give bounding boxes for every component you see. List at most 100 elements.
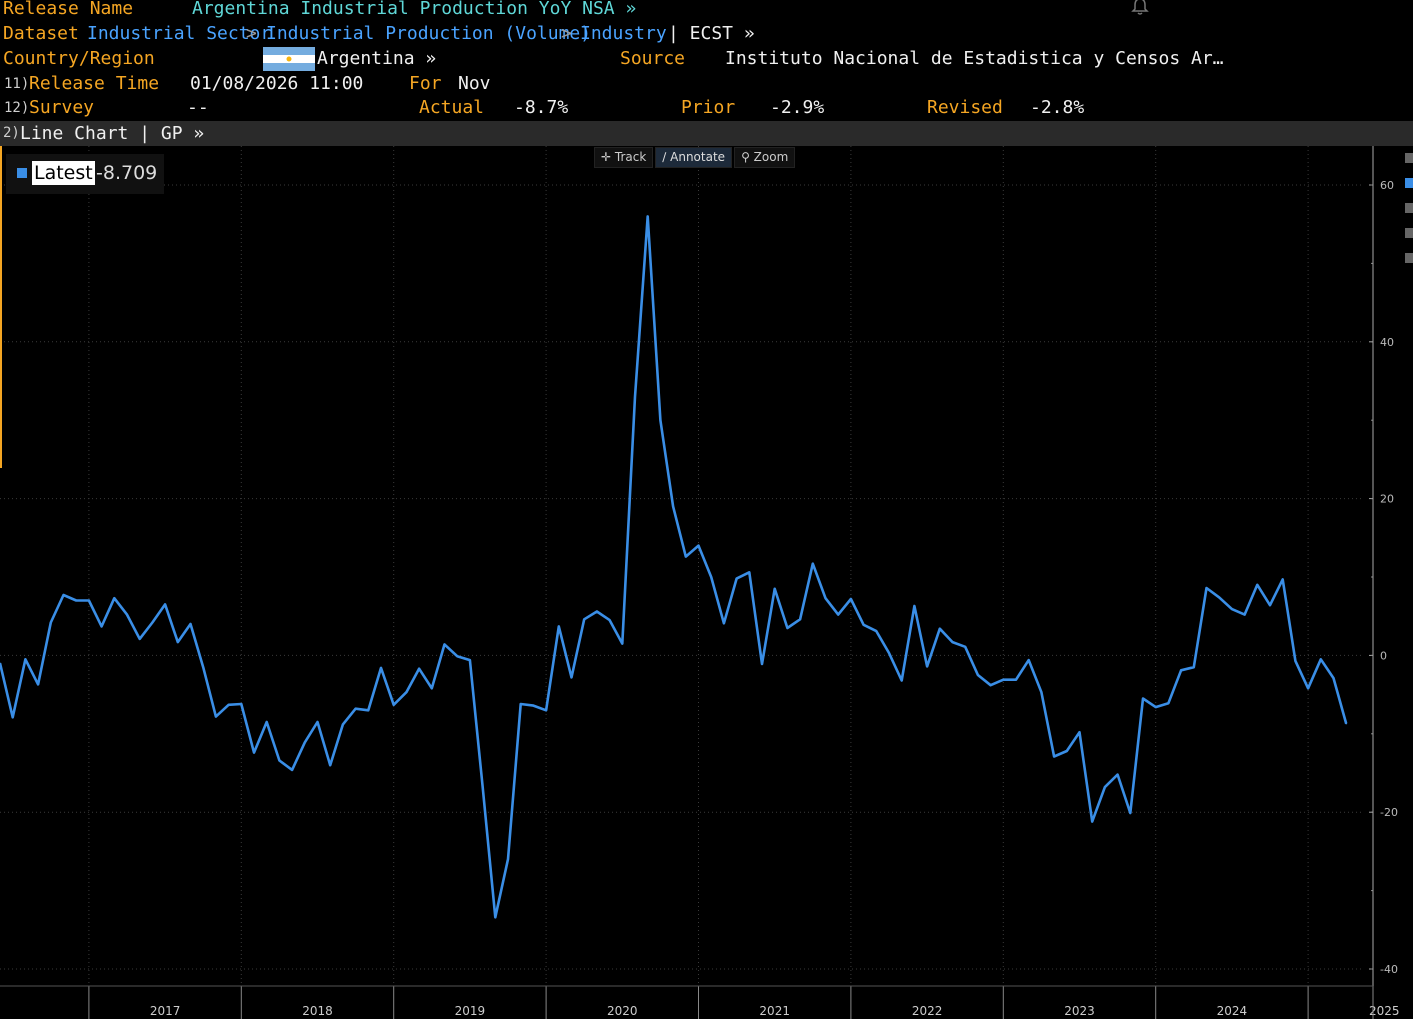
prior-value: -2.9% (770, 97, 825, 118)
data-point (583, 618, 585, 621)
data-point (481, 785, 484, 788)
data-point (596, 610, 598, 613)
data-point (418, 667, 420, 670)
line-chart[interactable]: 60 40 20 0 -20 -40 2017 2018 2019 2020 2021 2022 202… (0, 146, 1413, 1019)
x-year-label: 2021 (759, 1004, 790, 1018)
for-value: Nov (458, 73, 491, 94)
data-point (380, 667, 382, 669)
breadcrumb-industrial-sector[interactable]: Industrial Sector (87, 23, 272, 44)
bell-icon[interactable] (1131, 0, 1149, 24)
y-tick-label: 40 (1380, 336, 1394, 349)
data-point (519, 703, 522, 705)
data-point (646, 215, 649, 218)
y-tick-label: 20 (1380, 493, 1394, 506)
data-point (1027, 659, 1030, 661)
y-tick-label: 60 (1380, 179, 1394, 192)
release-time-label[interactable]: Release Time (29, 73, 160, 94)
data-point (1231, 608, 1233, 610)
data-point (37, 683, 39, 686)
data-point (1104, 786, 1106, 788)
chart-area[interactable]: 60 40 20 0 -20 -40 2017 2018 2019 2020 2021 2022 202… (0, 146, 1413, 1019)
data-point (900, 679, 903, 682)
y-tick-label: 0 (1380, 649, 1387, 662)
x-year-label: 2019 (455, 1004, 486, 1018)
side-toggle[interactable] (1405, 203, 1413, 213)
data-point (1180, 669, 1182, 672)
side-toggle[interactable] (1405, 153, 1413, 163)
source-value[interactable]: Instituto Nacional de Estadistica y Cens… (725, 48, 1224, 69)
data-point (1142, 697, 1144, 700)
data-point (291, 769, 293, 771)
data-point (1078, 731, 1081, 734)
x-year-label: 2018 (302, 1004, 333, 1018)
side-toggle-checked[interactable] (1405, 178, 1413, 188)
data-point (926, 665, 928, 668)
data-point (1193, 666, 1195, 668)
breadcrumb-separator: > (561, 23, 572, 44)
breadcrumb-industrial-production[interactable]: Industrial Production (Volume) (266, 23, 592, 44)
data-point (951, 641, 954, 643)
data-point (443, 643, 446, 646)
prior-label: Prior (681, 97, 736, 118)
data-point (265, 721, 268, 723)
data-point (62, 594, 65, 596)
data-point (75, 599, 77, 602)
x-year-label: 2017 (150, 1004, 181, 1018)
data-point (748, 571, 751, 574)
chart-title-link[interactable]: Line Chart | GP » (20, 123, 205, 144)
data-point (1345, 722, 1347, 725)
data-point (405, 691, 408, 694)
data-point (697, 544, 700, 547)
data-point (329, 764, 332, 766)
side-toggle[interactable] (1405, 228, 1413, 238)
data-point (672, 505, 674, 508)
country-link[interactable]: Argentina » (317, 48, 437, 69)
data-point (177, 641, 179, 643)
x-year-label: 2025 (1369, 1004, 1400, 1018)
data-point (558, 625, 560, 628)
chart-legend[interactable]: Latest -8.709 (6, 154, 164, 194)
data-point (507, 858, 509, 861)
data-point (50, 621, 52, 624)
data-point (316, 721, 319, 723)
data-point (875, 630, 878, 632)
revised-value: -2.8% (1030, 97, 1085, 118)
legend-series-name[interactable]: Latest (32, 161, 95, 185)
y-tick-label: -20 (1380, 806, 1398, 819)
data-point (1269, 604, 1271, 607)
for-label: For (409, 73, 442, 94)
side-toggle[interactable] (1405, 253, 1413, 263)
annotate-button[interactable]: ∕ Annotate (655, 147, 733, 168)
zoom-label: Zoom (753, 150, 789, 164)
data-point (227, 703, 230, 706)
ecst-link[interactable]: | ECST » (668, 23, 755, 44)
chart-number[interactable]: 2) (3, 125, 20, 141)
release-name-link[interactable]: Argentina Industrial Production YoY NSA … (192, 0, 637, 19)
x-year-label: 2020 (607, 1004, 638, 1018)
survey-number[interactable]: 12) (4, 100, 30, 116)
release-time-number[interactable]: 11) (4, 76, 30, 92)
data-point (1281, 578, 1284, 581)
data-point (608, 619, 611, 621)
country-label: Country/Region (3, 48, 155, 69)
x-year-label: 2023 (1064, 1004, 1095, 1018)
track-button[interactable]: ✛ Track (594, 147, 654, 168)
data-point (215, 715, 217, 718)
data-point (100, 625, 103, 628)
data-point (88, 599, 90, 602)
data-point (977, 674, 979, 676)
breadcrumb-industry[interactable]: Industry (580, 23, 667, 44)
data-point (1256, 584, 1259, 586)
data-point (1040, 691, 1043, 694)
zoom-button[interactable]: ⚲ Zoom (734, 147, 796, 168)
data-point (532, 704, 535, 707)
dataset-row: Dataset Industrial Sector > Industrial P… (0, 22, 1413, 46)
data-point (1320, 658, 1322, 661)
dataset-label: Dataset (3, 23, 79, 44)
data-point (354, 707, 357, 710)
pencil-icon: ∕ (662, 150, 671, 164)
data-point (1307, 687, 1309, 690)
data-point (278, 759, 281, 762)
survey-label[interactable]: Survey (29, 97, 95, 118)
data-point (164, 603, 166, 606)
